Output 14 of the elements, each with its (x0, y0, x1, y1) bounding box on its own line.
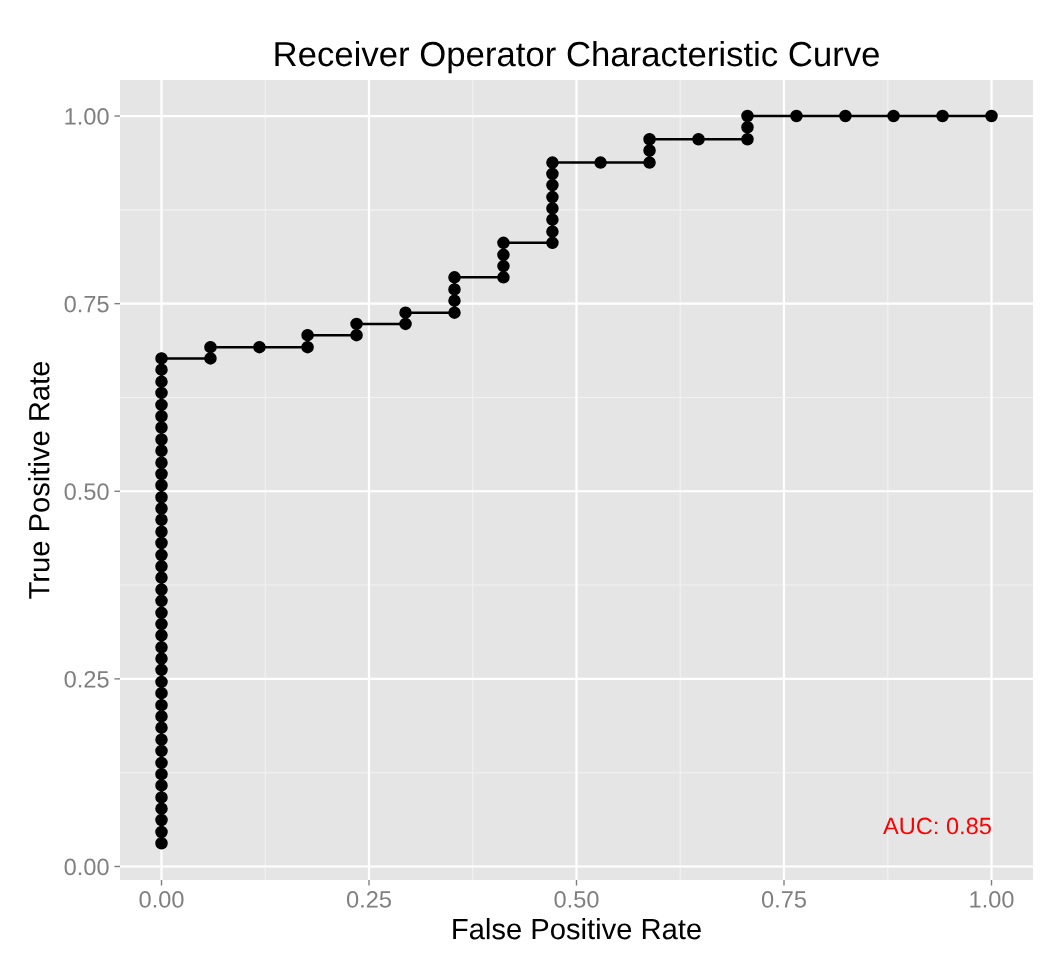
x-tick-label: 0.75 (761, 891, 806, 908)
x-tick-label: 0.00 (139, 891, 184, 908)
y-tick-label: 0.50 (64, 483, 109, 501)
y-tick-label: 0.00 (64, 858, 109, 876)
y-axis-title: True Positive Rate (28, 361, 50, 599)
x-tick-label: 0.25 (346, 891, 391, 908)
annotation: AUC: 0.85 (883, 817, 991, 835)
chart-title: Receiver Operator Characteristic Curve (275, 40, 879, 74)
y-tick-label: 0.25 (64, 670, 109, 688)
x-tick-label: 1.00 (970, 891, 1014, 908)
x-tick-label: 0.50 (554, 891, 599, 908)
y-tick-label: 0.75 (64, 295, 109, 313)
x-axis-title: False Positive Rate (453, 917, 701, 940)
y-tick-label: 1.00 (65, 108, 109, 125)
